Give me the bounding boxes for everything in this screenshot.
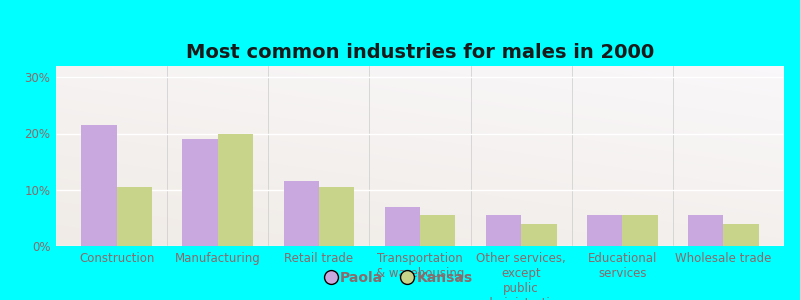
Bar — [319, 187, 354, 246]
Bar — [420, 215, 455, 246]
Bar — [182, 139, 218, 246]
Bar — [218, 134, 253, 246]
Bar — [587, 215, 622, 246]
Legend: Paola, Kansas: Paola, Kansas — [322, 265, 478, 290]
Bar — [82, 125, 117, 246]
Bar — [688, 215, 723, 246]
Bar — [117, 187, 152, 246]
Bar — [622, 215, 658, 246]
Bar — [723, 224, 758, 246]
Bar — [486, 215, 521, 246]
Title: Most common industries for males in 2000: Most common industries for males in 2000 — [186, 43, 654, 62]
Bar — [385, 207, 420, 246]
Bar — [521, 224, 557, 246]
Bar — [283, 181, 319, 246]
